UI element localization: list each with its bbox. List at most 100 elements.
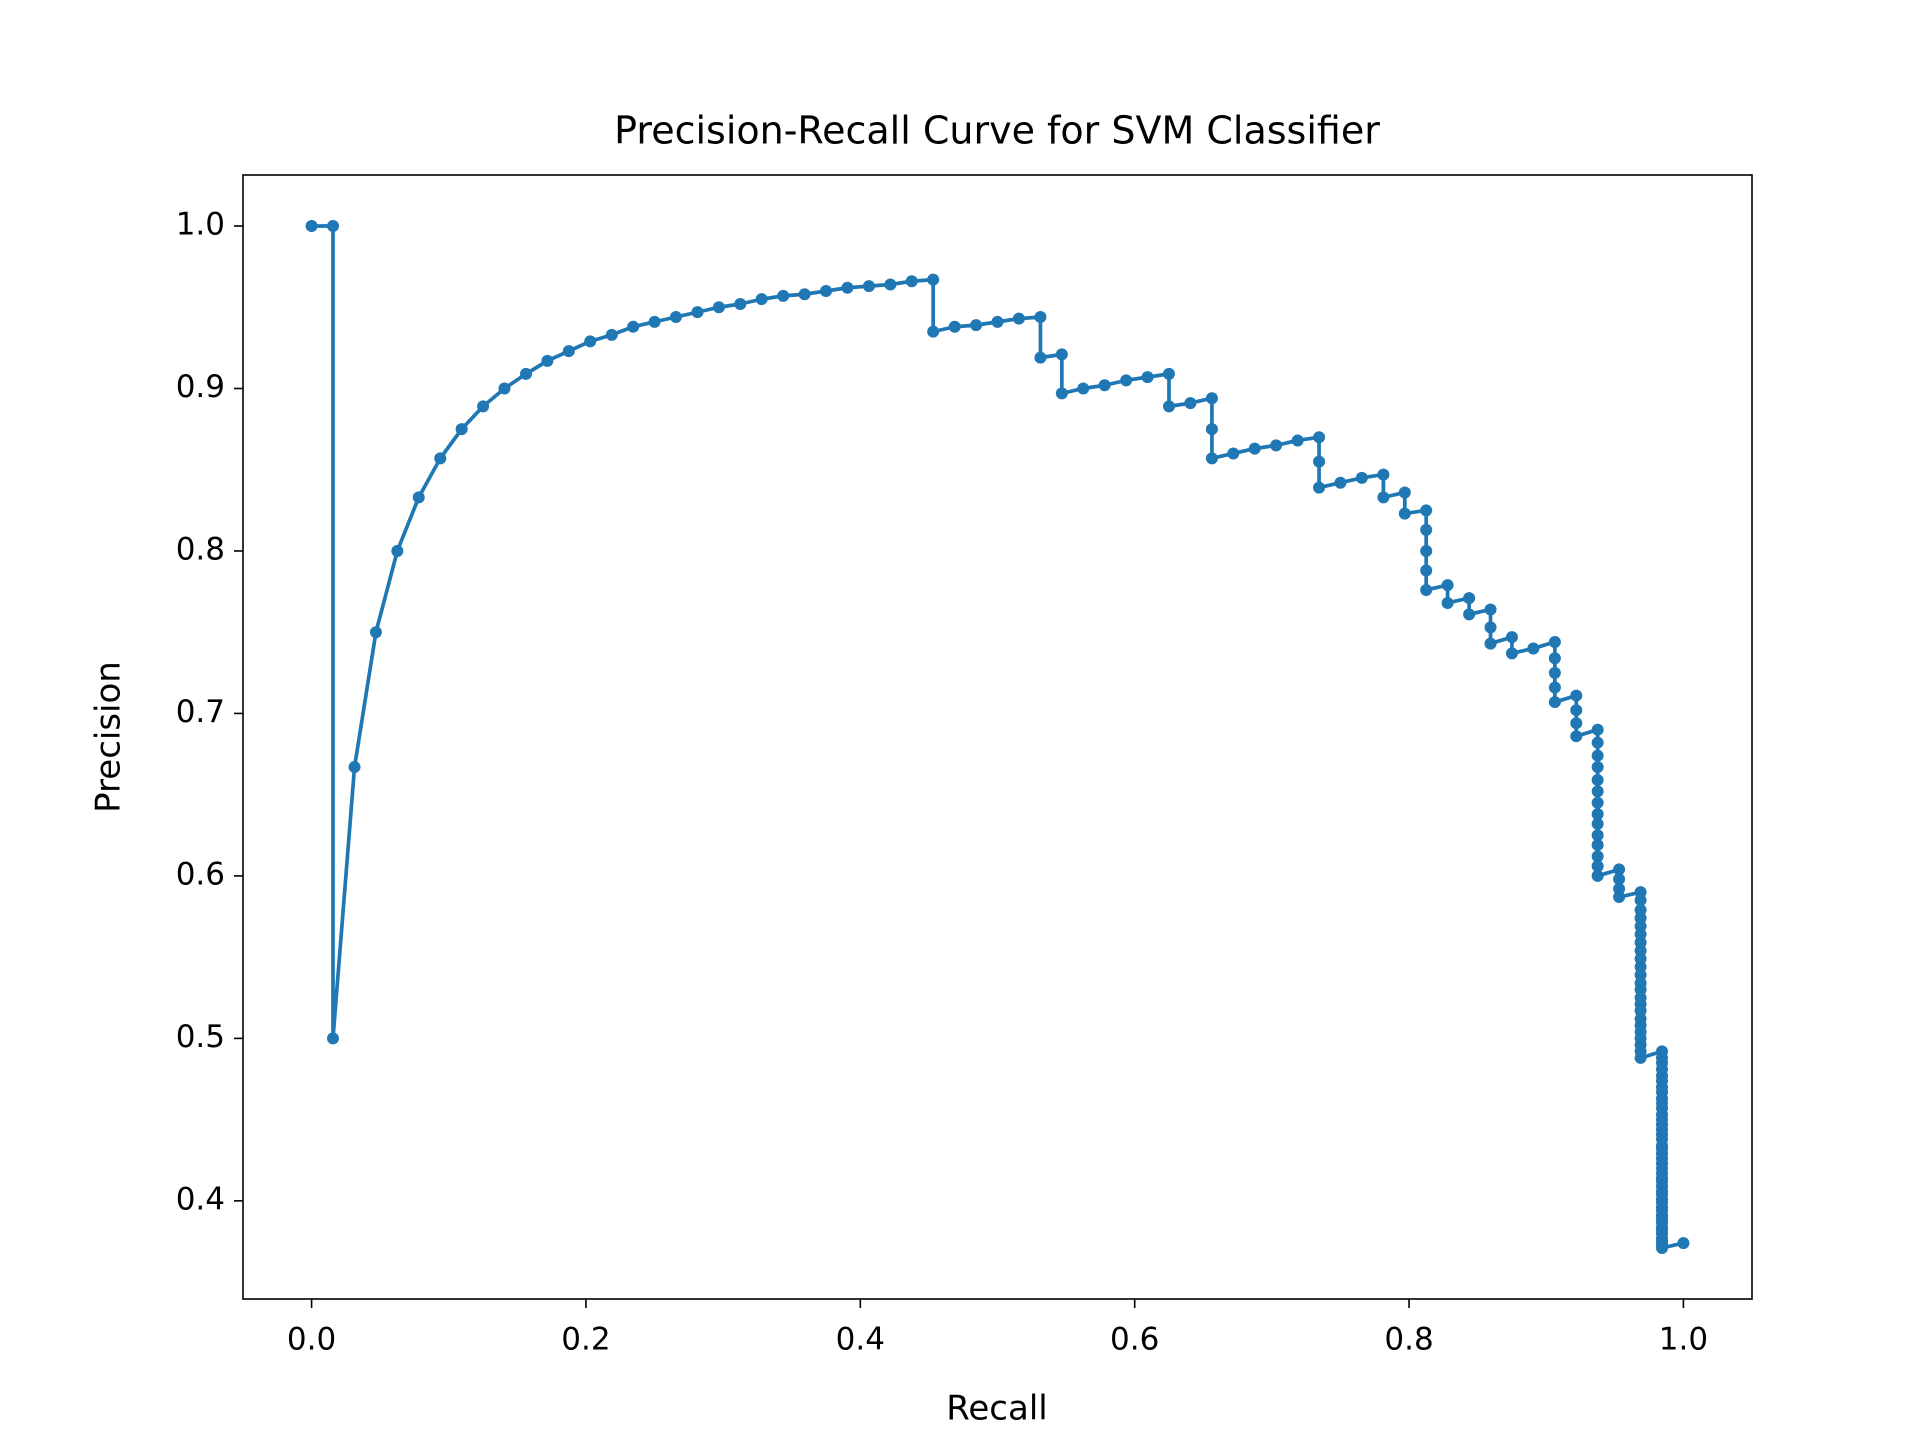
curve-point [348,761,361,774]
curve-point [712,301,725,314]
curve-point [1012,312,1025,325]
curve-point [584,335,597,348]
curve-point [498,382,511,395]
curve-point [991,315,1004,328]
curve-point [1313,455,1326,468]
x-tick-label: 0.6 [1110,1322,1159,1358]
curve-point [1291,434,1304,447]
curve-point [369,626,382,639]
x-tick-label: 0.2 [561,1322,610,1358]
curve-point [1484,621,1497,634]
curve-point [927,273,940,286]
curve-point [1613,873,1626,886]
curve-point [412,491,425,504]
curve-point [1141,371,1154,384]
curve-point [1570,704,1583,717]
curve-point [1505,631,1518,644]
curve-point [1634,1051,1647,1064]
curve-point [1034,311,1047,324]
curve-point [648,315,661,328]
curve-point [477,400,490,413]
curve-point [1570,689,1583,702]
curve-point [777,289,790,302]
curve-point [1591,796,1604,809]
curve-point [605,328,618,341]
curve-point [1055,387,1068,400]
curve-point [1591,749,1604,762]
curve-point [1570,717,1583,730]
curve-point [1120,374,1133,387]
curve-point [970,319,983,332]
curve-point [1613,891,1626,904]
curve-point [1591,817,1604,830]
curve-point [1420,523,1433,536]
curve-point [1591,850,1604,863]
x-tick-label: 0.4 [836,1322,885,1358]
curve-point [1162,367,1175,380]
curve-point [1463,608,1476,621]
curve-point [1591,736,1604,749]
curve-point [1591,761,1604,774]
curve-point [1205,392,1218,405]
curve-point [1634,894,1647,907]
curve-point [1420,504,1433,517]
y-axis-label: Precision [89,661,129,813]
curve-point [627,320,640,333]
curve-point [755,293,768,306]
curve-point [884,278,897,291]
curve-point [1034,351,1047,364]
curve-point [1505,647,1518,660]
curve-point [1656,1241,1669,1254]
y-tick-label: 1.0 [176,207,225,243]
curve-point [1591,839,1604,852]
curve-point [669,311,682,324]
curve-point [1398,486,1411,499]
y-tick-label: 0.8 [176,531,225,567]
curve-point [820,285,833,298]
curve-point [927,325,940,338]
curve-point [1313,481,1326,494]
curve-point [1591,774,1604,787]
curve-point [798,288,811,301]
x-axis-label: Recall [946,1389,1047,1429]
curve-point [562,345,575,358]
curve-point [1441,596,1454,609]
curve-point [841,281,854,294]
curve-point [1591,869,1604,882]
curve-point [1377,468,1390,481]
curve-point [734,298,747,311]
curve-point [1162,400,1175,413]
curve-point [1098,379,1111,392]
curve-point [862,280,875,293]
curve-point [948,320,961,333]
curve-point [455,423,468,436]
curve-point [1420,583,1433,596]
curve-point [1313,431,1326,444]
curve-point [1613,863,1626,876]
curve-point [1205,452,1218,465]
curve-point [1591,723,1604,736]
curve-point [1205,423,1218,436]
curve-point [1420,544,1433,557]
curve-point [326,220,339,233]
curve-point [305,220,318,233]
x-tick-label: 0.8 [1384,1322,1433,1358]
y-tick-label: 0.6 [176,856,225,892]
curve-point [1591,785,1604,798]
curve-point [1184,397,1197,410]
chart-title: Precision-Recall Curve for SVM Classifie… [614,109,1380,153]
curve-line [311,224,1684,1250]
curve-point [1420,564,1433,577]
curve-point [1248,442,1261,455]
curve-point [1077,382,1090,395]
x-tick-label: 0.0 [287,1322,336,1358]
curve-point [541,354,554,367]
curve-point [1570,730,1583,743]
y-tick-label: 0.7 [176,694,225,730]
plot-frame [242,174,1753,1300]
y-tick-label: 0.4 [176,1181,225,1217]
curve-point [1527,642,1540,655]
curve-point [391,544,404,557]
